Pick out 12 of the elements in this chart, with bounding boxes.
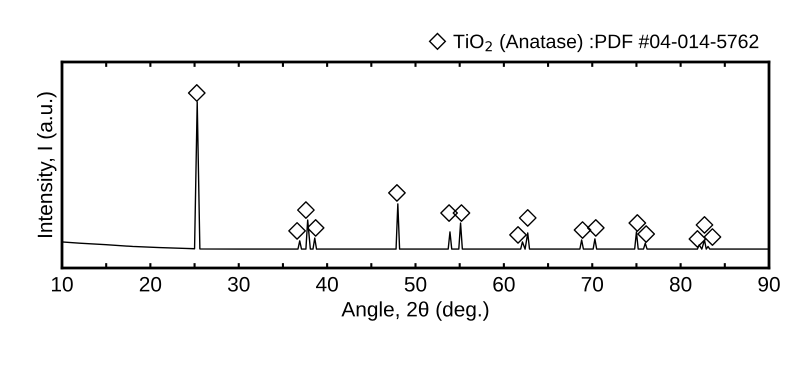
x-tick-label: 20	[140, 276, 162, 292]
y-axis-title: Intensity, I (a.u.)	[37, 92, 56, 237]
x-tick-label: 30	[228, 276, 250, 292]
x-tick-label: 90	[758, 276, 780, 292]
legend-label: TiO$_{2}$ (Anatase) :PDF #04-014-5762	[453, 34, 758, 52]
x-tick-label: 60	[493, 276, 515, 292]
x-tick-label: 70	[582, 276, 604, 292]
x-tick-label: 10	[52, 276, 73, 292]
x-tick-label: 40	[316, 276, 338, 292]
x-tick-label: 50	[404, 276, 426, 292]
x-axis-title: Angle, 2θ (deg.)	[341, 301, 488, 321]
x-tick-label: 80	[670, 276, 692, 292]
